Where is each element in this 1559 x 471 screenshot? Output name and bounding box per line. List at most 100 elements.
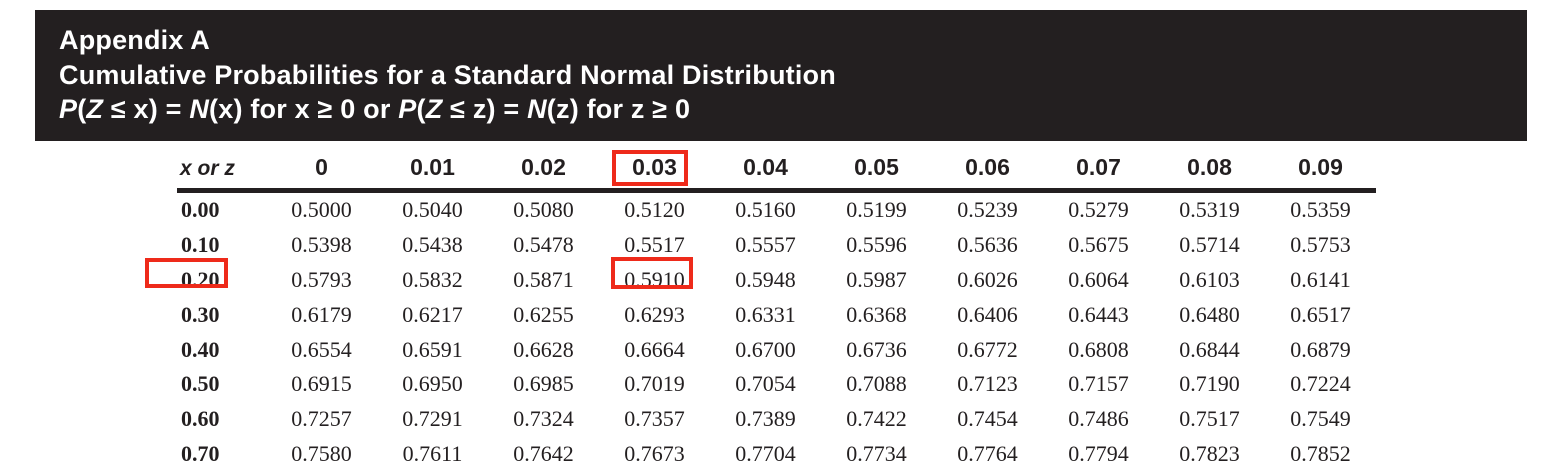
cell-0.10-0.09: 0.5753 (1265, 228, 1376, 263)
cell-0.40-0.07: 0.6808 (1043, 332, 1154, 367)
col-header-0.04: 0.04 (710, 141, 821, 191)
cell-0.10-0.07: 0.5675 (1043, 228, 1154, 263)
cell-0.60-0.01: 0.7291 (377, 402, 488, 437)
header-banner: Appendix A Cumulative Probabilities for … (35, 10, 1527, 141)
cell-0.30-0.05: 0.6368 (821, 297, 932, 332)
col-header-0.07: 0.07 (1043, 141, 1154, 191)
row-label-0.10: 0.10 (177, 228, 266, 263)
cell-0.00-0.06: 0.5239 (932, 191, 1043, 228)
cell-0.50-0.02: 0.6985 (488, 367, 599, 402)
cell-0.50-0.05: 0.7088 (821, 367, 932, 402)
formula-part: (x) for x ≥ 0 or (209, 94, 398, 124)
row-label-0.30: 0.30 (177, 297, 266, 332)
cell-0.70-0.07: 0.7794 (1043, 437, 1154, 471)
cell-0.70-0.08: 0.7823 (1154, 437, 1265, 471)
row-label-0.40: 0.40 (177, 332, 266, 367)
cell-0.70-0.02: 0.7642 (488, 437, 599, 471)
cell-0.50-0.01: 0.6950 (377, 367, 488, 402)
cell-0.50-0: 0.6915 (266, 367, 377, 402)
cell-0.60-0.07: 0.7486 (1043, 402, 1154, 437)
cell-0.10-0.02: 0.5478 (488, 228, 599, 263)
col-header-0.03: 0.03 (599, 141, 710, 191)
cell-0.20-0.09: 0.6141 (1265, 263, 1376, 298)
cell-0.00-0.04: 0.5160 (710, 191, 821, 228)
cell-0.00-0.07: 0.5279 (1043, 191, 1154, 228)
cell-0.30-0.06: 0.6406 (932, 297, 1043, 332)
cell-0.50-0.04: 0.7054 (710, 367, 821, 402)
cell-0.10-0.04: 0.5557 (710, 228, 821, 263)
cell-0.20-0.05: 0.5987 (821, 263, 932, 298)
cell-0.00-0: 0.5000 (266, 191, 377, 228)
cell-0.20-0.02: 0.5871 (488, 263, 599, 298)
col-header-0: 0 (266, 141, 377, 191)
cell-0.60-0.02: 0.7324 (488, 402, 599, 437)
formula-part: ≤ x) = (103, 94, 189, 124)
cell-0.30-0.04: 0.6331 (710, 297, 821, 332)
cell-0.70-0.04: 0.7704 (710, 437, 821, 471)
cell-0.50-0.08: 0.7190 (1154, 367, 1265, 402)
cell-0.20-0.07: 0.6064 (1043, 263, 1154, 298)
cell-0.60-0.09: 0.7549 (1265, 402, 1376, 437)
cell-0.60-0.05: 0.7422 (821, 402, 932, 437)
formula-part: ≤ z) = (442, 94, 527, 124)
cell-0.10-0.03: 0.5517 (599, 228, 710, 263)
cell-0.40-0.01: 0.6591 (377, 332, 488, 367)
cell-0.40-0.04: 0.6700 (710, 332, 821, 367)
cell-0.20-0.03: 0.5910 (599, 263, 710, 298)
cell-0.30-0.02: 0.6255 (488, 297, 599, 332)
formula-part: Z (86, 94, 103, 124)
cell-0.70-0: 0.7580 (266, 437, 377, 471)
cell-0.70-0.01: 0.7611 (377, 437, 488, 471)
cell-0.40-0.05: 0.6736 (821, 332, 932, 367)
cell-0.10-0.01: 0.5438 (377, 228, 488, 263)
cell-0.40-0.09: 0.6879 (1265, 332, 1376, 367)
cell-0.60-0.08: 0.7517 (1154, 402, 1265, 437)
appendix-title: Appendix A (59, 23, 1527, 58)
row-label-0.20: 0.20 (177, 263, 266, 298)
cell-0.60-0.06: 0.7454 (932, 402, 1043, 437)
row-label-0.50: 0.50 (177, 367, 266, 402)
cell-0.40-0: 0.6554 (266, 332, 377, 367)
cell-0.30-0.09: 0.6517 (1265, 297, 1376, 332)
cell-0.20-0.01: 0.5832 (377, 263, 488, 298)
cell-0.40-0.03: 0.6664 (599, 332, 710, 367)
col-header-0.02: 0.02 (488, 141, 599, 191)
cell-0.00-0.02: 0.5080 (488, 191, 599, 228)
cell-0.60-0: 0.7257 (266, 402, 377, 437)
cell-0.60-0.03: 0.7357 (599, 402, 710, 437)
formula-part: ( (417, 94, 426, 124)
cell-0.20-0.08: 0.6103 (1154, 263, 1265, 298)
cell-0.70-0.05: 0.7734 (821, 437, 932, 471)
cell-0.00-0.01: 0.5040 (377, 191, 488, 228)
cell-0.30-0: 0.6179 (266, 297, 377, 332)
col-header-0.09: 0.09 (1265, 141, 1376, 191)
banner-formula: P(Z ≤ x) = N(x) for x ≥ 0 or P(Z ≤ z) = … (59, 92, 1527, 127)
cell-0.50-0.07: 0.7157 (1043, 367, 1154, 402)
banner-subtitle: Cumulative Probabilities for a Standard … (59, 58, 1527, 93)
cell-0.10-0.05: 0.5596 (821, 228, 932, 263)
formula-part: Z (426, 94, 443, 124)
cell-0.00-0.09: 0.5359 (1265, 191, 1376, 228)
cell-0.60-0.04: 0.7389 (710, 402, 821, 437)
cell-0.10-0.08: 0.5714 (1154, 228, 1265, 263)
cell-0.00-0.08: 0.5319 (1154, 191, 1265, 228)
cell-0.20-0.04: 0.5948 (710, 263, 821, 298)
corner-header-x-or-z: x or z (177, 141, 266, 191)
cell-0.30-0.03: 0.6293 (599, 297, 710, 332)
cell-0.40-0.08: 0.6844 (1154, 332, 1265, 367)
cell-0.50-0.09: 0.7224 (1265, 367, 1376, 402)
cell-0.10-0: 0.5398 (266, 228, 377, 263)
cell-0.70-0.09: 0.7852 (1265, 437, 1376, 471)
